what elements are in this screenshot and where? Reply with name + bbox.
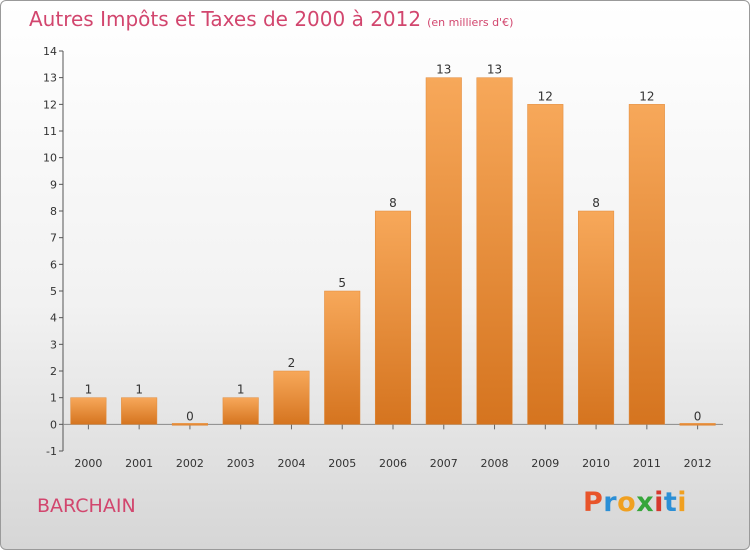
y-tick-label: 14 (43, 45, 57, 58)
data-label-2005: 5 (338, 276, 346, 290)
bar-2009 (527, 104, 564, 425)
bar-2002 (171, 423, 208, 426)
bar-2008 (476, 77, 513, 425)
y-tick-label: 2 (50, 365, 57, 378)
x-tick-label-2010: 2010 (582, 457, 610, 470)
unit-label: (en milliers d'€) (427, 16, 514, 29)
y-tick-label: -1 (46, 445, 57, 458)
data-label-2010: 8 (592, 196, 600, 210)
y-tick-label: 3 (50, 338, 57, 351)
y-tick-label: 1 (50, 392, 57, 405)
bar-2012 (679, 423, 716, 426)
x-tick-label-2000: 2000 (74, 457, 102, 470)
bar-2007 (425, 77, 462, 425)
data-label-2001: 1 (135, 383, 143, 397)
y-tick-label: 11 (43, 125, 57, 138)
x-tick-label-2009: 2009 (531, 457, 559, 470)
bar-2003 (222, 397, 259, 425)
logo-letter: i (677, 487, 688, 518)
data-label-2011: 12 (639, 89, 654, 103)
chart-title: Autres Impôts et Taxes de 2000 à 2012 (en… (29, 7, 513, 31)
x-tick-label-2011: 2011 (633, 457, 661, 470)
data-label-2003: 1 (237, 383, 245, 397)
bar-2001 (121, 397, 158, 425)
bar-2004 (273, 370, 310, 425)
logo-letter: P (583, 487, 604, 518)
data-label-2007: 13 (436, 63, 451, 77)
bar-2005 (324, 290, 361, 425)
y-tick-label: 7 (50, 232, 57, 245)
x-tick-label-2006: 2006 (379, 457, 407, 470)
proxiti-logo: Proxiti (583, 487, 687, 518)
data-label-2009: 12 (538, 89, 553, 103)
y-tick-label: 12 (43, 98, 57, 111)
y-tick-label: 9 (50, 178, 57, 191)
logo-letter: o (617, 487, 637, 518)
bar-2000 (70, 397, 107, 425)
data-label-2002: 0 (186, 409, 194, 423)
y-tick-label: 4 (50, 312, 57, 325)
data-label-2000: 1 (85, 383, 93, 397)
data-label-2006: 8 (389, 196, 397, 210)
y-tick-label: 5 (50, 285, 57, 298)
title-text: Autres Impôts et Taxes de 2000 à 2012 (29, 7, 422, 31)
y-tick-label: 8 (50, 205, 57, 218)
bar-2006 (374, 210, 412, 425)
logo-letter: r (603, 487, 618, 518)
data-label-2012: 0 (694, 409, 702, 423)
x-tick-label-2008: 2008 (481, 457, 509, 470)
y-tick-label: 0 (50, 418, 57, 431)
x-tick-label-2002: 2002 (176, 457, 204, 470)
data-label-2004: 2 (288, 356, 296, 370)
x-tick-label-2007: 2007 (430, 457, 458, 470)
commune-name: BARCHAIN (37, 495, 136, 517)
y-tick-label: 6 (50, 258, 57, 271)
bars (70, 77, 716, 426)
logo-letter: i (654, 487, 664, 518)
bar-2011 (628, 104, 665, 425)
y-tick-label: 13 (43, 72, 57, 85)
logo-letter: t (663, 487, 678, 518)
logo-letter: x (636, 487, 655, 518)
x-tick-label-2003: 2003 (227, 457, 255, 470)
x-tick-label-2005: 2005 (328, 457, 356, 470)
x-tick-label-2001: 2001 (125, 457, 153, 470)
x-tick-label-2012: 2012 (684, 457, 712, 470)
y-tick-label: 10 (43, 152, 57, 165)
data-label-2008: 13 (487, 63, 502, 77)
bar-2010 (578, 210, 615, 425)
x-tick-label-2004: 2004 (277, 457, 305, 470)
